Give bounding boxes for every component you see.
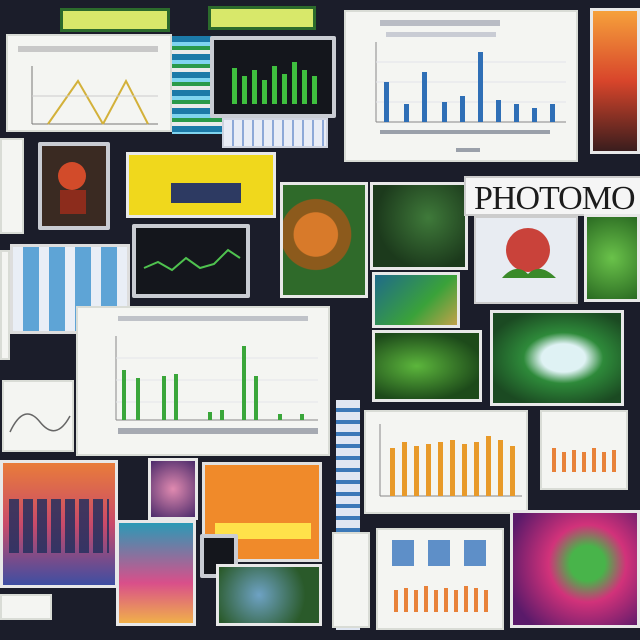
- green-bar-chart-graphic: [115, 316, 318, 434]
- left-strip-paper: [0, 250, 10, 360]
- small-orange-bars-graphic: [552, 448, 616, 472]
- green-label-strip-left: [60, 8, 170, 32]
- red-figure-graphic: [58, 162, 86, 214]
- green-bar-chart: [76, 306, 330, 456]
- orange-poster-lower: [0, 460, 118, 588]
- sketch-paper: [2, 380, 74, 452]
- ruled-strip: [222, 118, 328, 148]
- blue-bar-chart-graphic: [375, 20, 566, 152]
- pink-photo: [510, 510, 640, 628]
- small-photo-frame: [38, 142, 110, 230]
- green-label-strip-right: [208, 6, 316, 30]
- green-photo-small: [372, 272, 460, 328]
- triangle-chart-graphic: [18, 46, 158, 125]
- photomo-banner: PHOTOMO: [464, 176, 640, 216]
- dark-bar-screen: [210, 36, 336, 118]
- monitor-wave: [132, 224, 250, 298]
- orange-bar-chart-graphic: [379, 424, 522, 497]
- flower-graphic: [502, 228, 556, 278]
- bottom-small-paper: [332, 532, 370, 628]
- orange-bar-chart: [364, 410, 528, 514]
- poster-glyph-block: [9, 499, 109, 553]
- green-wave-graphic: [143, 248, 241, 272]
- pond-photo: [490, 310, 624, 406]
- window-chart-graphic: [392, 540, 488, 612]
- left-edge-paper: [0, 138, 24, 234]
- dark-label-block: [171, 183, 241, 203]
- sketch-curve-graphic: [9, 413, 71, 433]
- dark-leaf-photo: [370, 182, 468, 270]
- small-orange-chart: [540, 410, 628, 490]
- forest-photo: [216, 564, 322, 626]
- window-chart-paper: [376, 528, 504, 630]
- yellow-panel: [126, 152, 276, 218]
- yellow-title-block: [215, 523, 311, 539]
- green-leaf-photo: [372, 330, 482, 402]
- green-bars-graphic: [232, 62, 317, 104]
- bottom-left-paper: [0, 594, 52, 620]
- blue-bar-chart: [344, 10, 578, 162]
- flower-art: [148, 458, 198, 520]
- colorful-painting: [116, 520, 196, 626]
- orange-poster: [590, 8, 640, 154]
- foliage-photo: [280, 182, 368, 298]
- flower-photo: [474, 216, 578, 304]
- triangle-chart-paper: [6, 34, 172, 132]
- banner-text: PHOTOMO: [474, 180, 636, 216]
- fern-photo: [584, 214, 640, 302]
